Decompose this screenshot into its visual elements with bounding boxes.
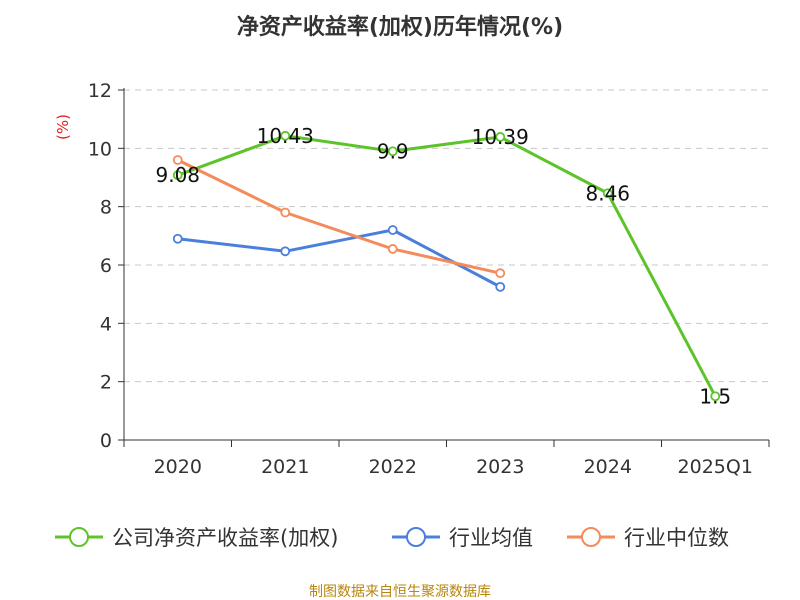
data-point[interactable]	[280, 246, 291, 257]
data-labels: 9.08 10.43 9.9 10.39 8.46 1.5	[155, 124, 731, 408]
data-point[interactable]	[495, 132, 506, 142]
series-layer	[172, 130, 721, 402]
source-note: 制图数据来自恒生聚源数据库	[309, 584, 491, 600]
data-label: 10.39	[472, 125, 529, 149]
y-tick-label: 10	[88, 138, 112, 160]
legend-label: 行业均值	[449, 526, 533, 550]
x-tick-label: 2020	[154, 456, 202, 478]
y-tick-label: 2	[100, 372, 112, 394]
data-label: 1.5	[699, 384, 731, 408]
x-tick-label: 2022	[369, 456, 417, 478]
x-tick-label: 2021	[261, 456, 309, 478]
data-point[interactable]	[387, 146, 398, 157]
legend[interactable]: 公司净资产收益率(加权) 行业均值 行业中位数	[55, 526, 729, 550]
data-point[interactable]	[495, 281, 506, 292]
series-line-1	[177, 228, 501, 289]
data-label: 9.08	[155, 163, 200, 187]
legend-marker	[581, 527, 601, 547]
legend-marker	[406, 527, 426, 547]
x-tick-label: 2024	[584, 456, 632, 478]
data-label: 10.43	[257, 124, 314, 148]
y-tick-label: 0	[100, 430, 112, 452]
data-point[interactable]	[387, 225, 398, 235]
y-axis-label: (%)	[54, 114, 72, 140]
data-label: 9.9	[377, 139, 409, 163]
data-point[interactable]	[710, 391, 721, 402]
legend-item-2[interactable]: 行业中位数	[567, 526, 729, 550]
y-tick-label: 6	[100, 255, 112, 277]
data-point[interactable]	[172, 170, 183, 181]
data-point[interactable]	[172, 233, 183, 244]
data-point[interactable]	[280, 207, 291, 218]
chart-title: 净资产收益率(加权)历年情况(%)	[237, 14, 563, 40]
series-line-0	[177, 134, 717, 397]
x-tick-label: 2023	[476, 456, 524, 478]
x-tick-label: 2025Q1	[678, 456, 753, 478]
gridlines	[124, 89, 769, 383]
data-point[interactable]	[602, 188, 613, 199]
legend-label: 行业中位数	[624, 526, 729, 550]
data-point[interactable]	[387, 244, 398, 254]
legend-label: 公司净资产收益率(加权)	[112, 526, 338, 550]
data-point[interactable]	[280, 130, 291, 141]
series-line-2	[177, 158, 501, 275]
axes: 0 2 4 6 8 10 12 2020 2021 2022 2023 2024 2025Q1	[88, 80, 770, 478]
data-point[interactable]	[495, 268, 506, 279]
y-tick-label: 8	[100, 197, 112, 219]
legend-item-0[interactable]: 公司净资产收益率(加权)	[55, 526, 338, 550]
legend-item-1[interactable]: 行业均值	[392, 526, 533, 550]
legend-marker	[69, 527, 89, 547]
data-point[interactable]	[172, 155, 183, 165]
y-tick-label: 12	[88, 80, 112, 102]
data-label: 8.46	[585, 181, 630, 205]
y-tick-label: 4	[100, 313, 112, 335]
